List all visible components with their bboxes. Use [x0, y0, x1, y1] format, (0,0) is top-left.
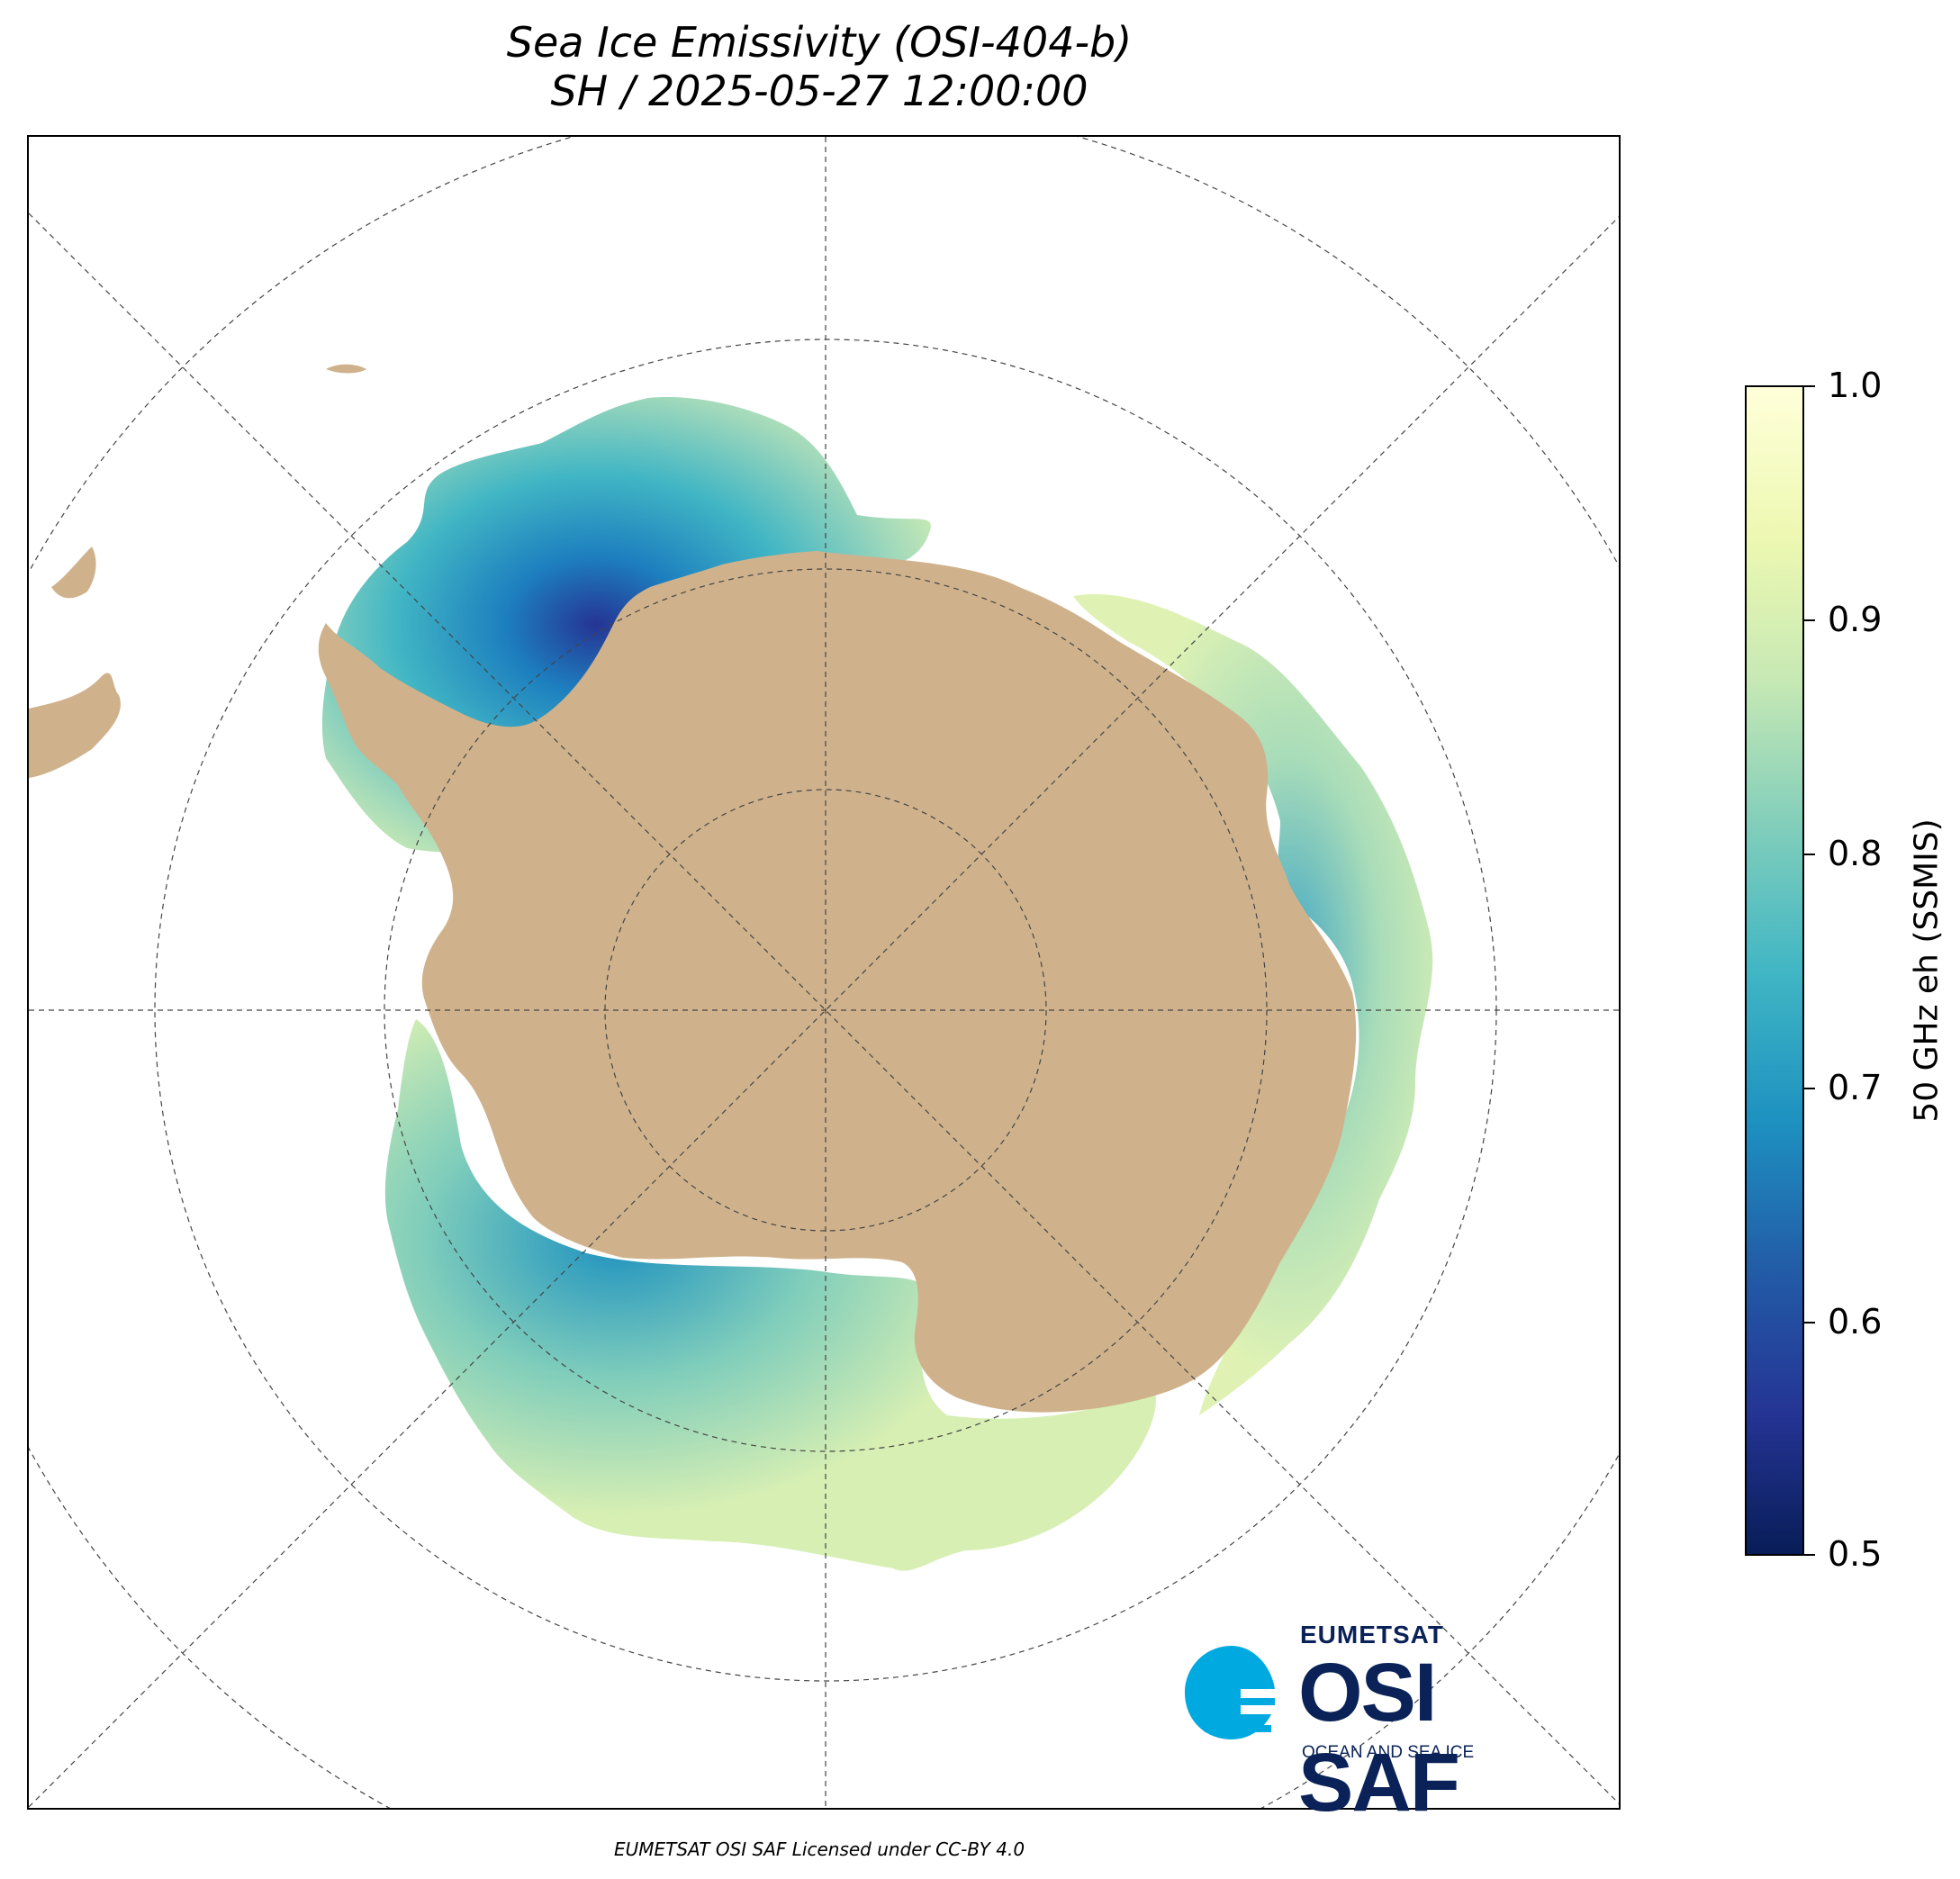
colorbar	[1745, 385, 1804, 1556]
title-line-1: Sea Ice Emissivity (OSI-404-b)	[506, 18, 1133, 67]
island-fragment-2	[326, 364, 366, 374]
graticule	[29, 137, 1619, 1808]
license-footer: EUMETSAT OSI SAF Licensed under CC-BY 4.…	[613, 1838, 1025, 1860]
colorbar-tick-label: 0.6	[1828, 1302, 1883, 1341]
island-fragment	[51, 547, 96, 599]
logo-tagline: OCEAN AND SEA ICE	[1302, 1743, 1475, 1762]
polar-map	[29, 137, 1619, 1808]
map-panel[interactable]	[27, 135, 1621, 1810]
colorbar-tick-label: 0.7	[1828, 1068, 1883, 1107]
osisaf-emblem-icon	[1185, 1646, 1275, 1739]
colorbar-tick	[1804, 854, 1815, 855]
chart-title: Sea Ice Emissivity (OSI-404-b) SH / 2025…	[0, 18, 1639, 115]
south-america-tip	[29, 673, 121, 778]
colorbar-tick	[1804, 1554, 1815, 1556]
logo-name: OSI SAF	[1298, 1647, 1460, 1829]
colorbar-tick	[1804, 1322, 1815, 1323]
colorbar-tick-label: 0.5	[1828, 1534, 1883, 1574]
colorbar-tick-label: 1.0	[1828, 366, 1883, 405]
sea-ice-east	[1073, 594, 1433, 1415]
colorbar-label: 50 GHz eh (SSMIS)	[1908, 818, 1946, 1123]
antarctica-land	[318, 551, 1357, 1413]
colorbar-tick-label: 0.8	[1828, 834, 1883, 873]
colorbar-tick	[1804, 385, 1815, 387]
osisaf-logo: EUMETSAT OSI SAF OCEAN AND SEA ICE	[1178, 1621, 1592, 1828]
colorbar-tick	[1804, 619, 1815, 621]
logo-org: EUMETSAT	[1300, 1621, 1444, 1649]
colorbar-tick-label: 0.9	[1828, 600, 1883, 639]
colorbar-tick	[1804, 1088, 1815, 1089]
sea-ice-ross	[384, 1019, 1156, 1571]
title-line-2: SH / 2025-05-27 12:00:00	[550, 67, 1088, 115]
